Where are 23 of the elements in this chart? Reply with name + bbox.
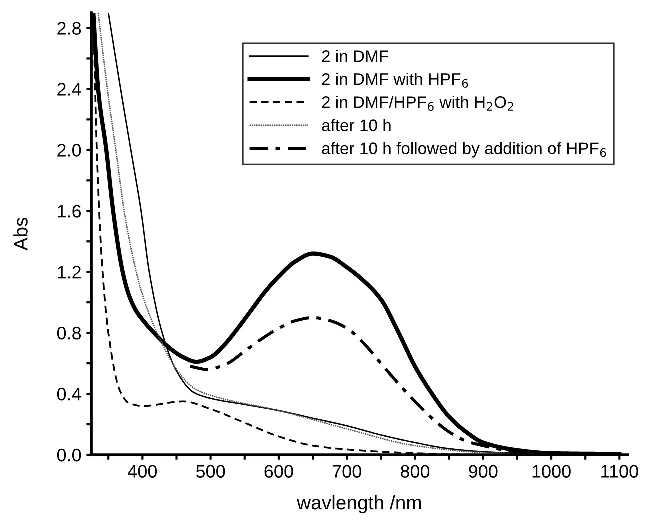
y-tick-label: 1.2 — [58, 266, 81, 279]
x-tick-label: 700 — [332, 465, 362, 478]
legend-label: 2 in DMF/HPF$_{6}$ with H$_{2}$O$_{2}$ — [322, 96, 514, 112]
legend-label: 2 in DMF with HPF$_{6}$ — [322, 73, 468, 88]
y-tick-label: 1.6 — [58, 205, 82, 218]
y-tick-label: 0.4 — [57, 388, 82, 401]
x-tick-label: 900 — [469, 465, 498, 478]
y-tick-label: 2.4 — [58, 83, 82, 96]
y-tick-label: 2.0 — [58, 144, 82, 157]
x-axis-title: wavlength /nm — [296, 495, 422, 514]
legend-label: after 10 h followed by addition of HPF$_{6}$ — [322, 142, 606, 158]
legend-label: after 10 h — [322, 119, 391, 132]
x-tick-label: 600 — [264, 465, 294, 478]
x-tick-label: 400 — [128, 465, 158, 478]
x-tick-label: 500 — [196, 465, 226, 478]
legend-label: 2 in DMF — [322, 50, 388, 62]
x-tick-label: 1100 — [602, 465, 638, 478]
y-axis-title: Abs — [14, 218, 28, 251]
y-tick-label: 0.8 — [57, 327, 82, 340]
y-tick-label: 2.8 — [58, 22, 82, 35]
x-tick-label: 800 — [400, 465, 430, 478]
y-tick-label: 0.0 — [57, 448, 82, 462]
x-tick-label: 1000 — [532, 465, 571, 478]
